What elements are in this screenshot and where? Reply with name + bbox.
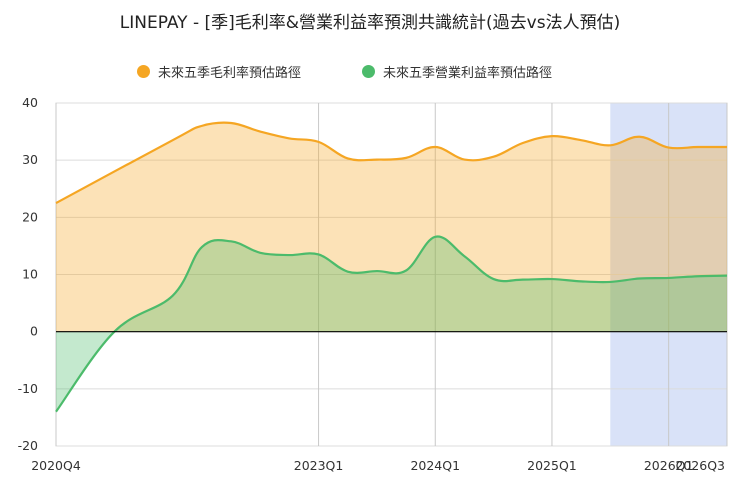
- x-tick-label: 2023Q1: [294, 458, 344, 473]
- legend-item-gross-margin[interactable]: 未來五季毛利率預估路徑: [137, 62, 302, 81]
- x-tick-label: 2025Q1: [527, 458, 577, 473]
- legend-label-gross-margin: 未來五季毛利率預估路徑: [158, 65, 302, 81]
- legend-item-operating-margin[interactable]: 未來五季營業利益率預估路徑: [362, 62, 553, 81]
- series-line-0: [55, 121, 728, 205]
- x-tick-label: 2026Q3: [675, 458, 725, 473]
- y-tick-label: 30: [22, 152, 38, 167]
- y-tick-label: 40: [22, 95, 38, 110]
- y-tick-label: -10: [18, 381, 38, 396]
- legend-swatch-gross-margin: [137, 64, 150, 78]
- legend-label-operating-margin: 未來五季營業利益率預估路徑: [383, 65, 553, 81]
- y-tick-label: -20: [18, 438, 38, 453]
- y-tick-label: 20: [22, 209, 38, 224]
- y-tick-label: 0: [30, 324, 38, 339]
- x-tick-label: 2024Q1: [410, 458, 460, 473]
- y-tick-label: 10: [22, 267, 38, 282]
- x-tick-label: 2020Q4: [31, 458, 81, 473]
- legend-swatch-operating-margin: [362, 64, 375, 78]
- x-tick-label: 2026Q1: [644, 458, 694, 473]
- chart-title: LINEPAY - [季]毛利率&營業利益率預測共識統計(過去vs法人預估): [119, 13, 621, 33]
- series-line-1: [55, 235, 728, 413]
